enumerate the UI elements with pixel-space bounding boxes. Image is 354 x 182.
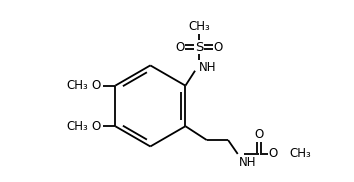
Text: NH: NH xyxy=(199,61,216,74)
Text: O: O xyxy=(92,79,101,92)
Text: CH₃: CH₃ xyxy=(67,120,88,133)
Text: O: O xyxy=(213,41,223,54)
Text: O: O xyxy=(92,120,101,133)
Text: NH: NH xyxy=(239,156,256,169)
Text: O: O xyxy=(268,147,278,161)
Text: CH₃: CH₃ xyxy=(67,79,88,92)
Text: O: O xyxy=(255,128,264,141)
Text: CH₃: CH₃ xyxy=(188,21,210,33)
Text: CH₃: CH₃ xyxy=(289,147,311,161)
Text: O: O xyxy=(175,41,184,54)
Text: S: S xyxy=(195,41,203,54)
